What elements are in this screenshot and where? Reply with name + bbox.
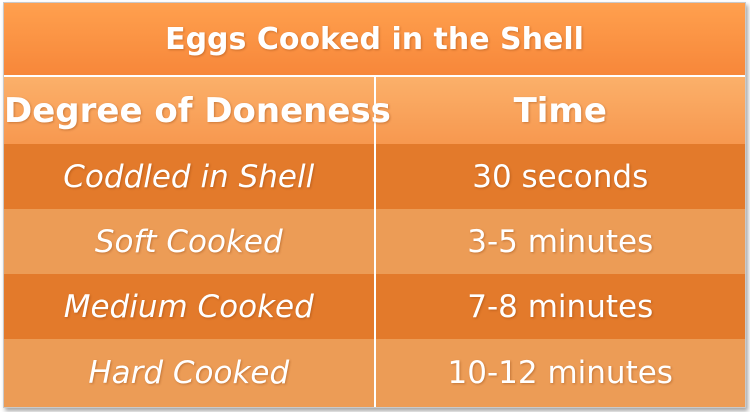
time-cell: 3-5 minutes [374, 209, 745, 274]
table-title: Eggs Cooked in the Shell [4, 3, 745, 77]
column-header-doneness: Degree of Doneness [4, 76, 391, 144]
table-header-row: Degree of Doneness Time [4, 76, 745, 144]
eggs-cooking-table: Eggs Cooked in the Shell Degree of Donen… [4, 3, 745, 407]
table-row: Coddled in Shell 30 seconds [4, 144, 745, 209]
time-cell: 10-12 minutes [374, 339, 745, 407]
doneness-cell: Soft Cooked [4, 209, 376, 274]
time-cell: 7-8 minutes [374, 274, 745, 339]
table-title-row: Eggs Cooked in the Shell [4, 3, 745, 77]
doneness-cell: Coddled in Shell [4, 144, 376, 209]
doneness-cell: Hard Cooked [4, 339, 376, 407]
cooking-table-card: Eggs Cooked in the Shell Degree of Donen… [3, 2, 746, 408]
table-row: Medium Cooked 7-8 minutes [4, 274, 745, 339]
column-header-time: Time [374, 76, 745, 144]
time-cell: 30 seconds [374, 144, 745, 209]
table-row: Hard Cooked 10-12 minutes [4, 339, 745, 407]
doneness-cell: Medium Cooked [4, 274, 376, 339]
table-row: Soft Cooked 3-5 minutes [4, 209, 745, 274]
